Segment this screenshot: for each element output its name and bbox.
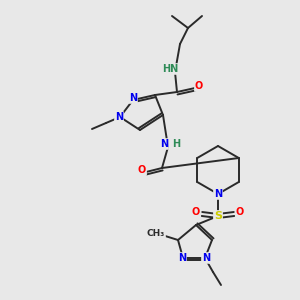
Text: N: N xyxy=(202,253,210,263)
Text: HN: HN xyxy=(162,64,178,74)
Text: N: N xyxy=(214,189,222,199)
Text: N: N xyxy=(129,93,137,103)
Text: S: S xyxy=(214,211,222,221)
Text: N: N xyxy=(160,139,168,149)
Text: O: O xyxy=(138,165,146,175)
Text: H: H xyxy=(172,139,180,149)
Text: O: O xyxy=(195,81,203,91)
Text: O: O xyxy=(192,207,200,217)
Text: N: N xyxy=(178,253,186,263)
Text: N: N xyxy=(115,112,123,122)
Text: O: O xyxy=(236,207,244,217)
Text: CH₃: CH₃ xyxy=(147,229,165,238)
